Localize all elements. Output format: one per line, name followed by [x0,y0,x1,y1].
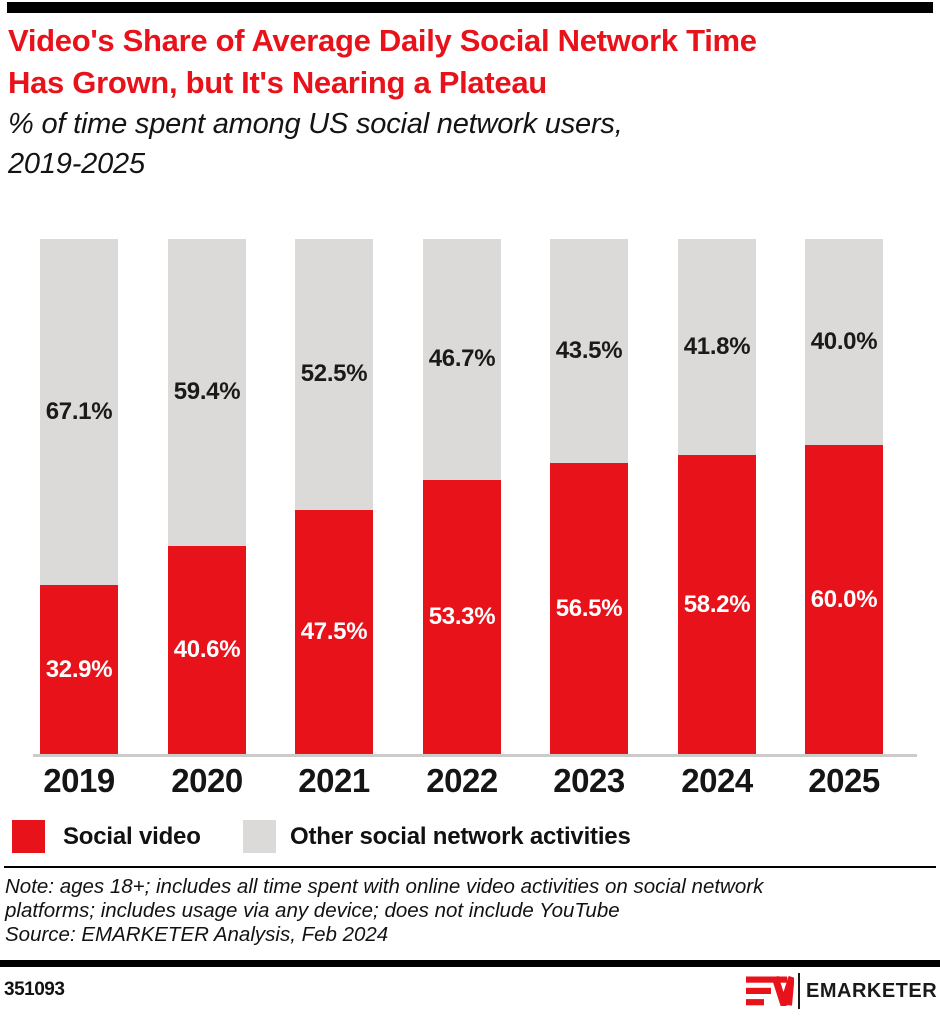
bar-value-label-social-video: 40.6% [173,636,241,664]
footer-divider [0,960,940,967]
source-text: Source: EMARKETER Analysis, Feb 2024 [5,923,389,946]
bar-value-label-other: 41.8% [683,332,751,360]
bar-segment-other-activities [805,239,883,446]
bar-value-label-other: 43.5% [555,337,623,365]
bar-segment-social-video [805,445,883,755]
x-axis-label: 2022 [426,762,498,799]
bar-segment-other-activities [423,239,501,480]
bar-value-label-social-video: 58.2% [683,590,751,618]
brand-wordmark: EMARKETER [806,980,938,1002]
bar-value-label-other: 46.7% [428,345,496,373]
bar-value-label-other: 40.0% [810,328,878,356]
bar-segment-other-activities [295,239,373,510]
page-subtitle: % of time spent among US social network … [8,108,623,180]
legend-swatch-other-activities [243,820,276,853]
bar-segment-social-video [40,585,118,755]
legend-label-social-video: Social video [63,823,201,850]
x-axis-label: 2025 [808,762,880,799]
bar-value-label-other: 52.5% [300,360,368,388]
x-axis-label: 2023 [553,762,625,799]
x-axis-label: 2019 [43,762,115,799]
page-title: Video's Share of Average Daily Social Ne… [8,23,757,100]
bar-segment-social-video [168,545,246,755]
notes-divider [4,866,936,868]
bar-segment-other-activities [40,239,118,586]
bar-segment-social-video [295,509,373,755]
bar-segment-social-video [678,454,756,755]
bar-segment-social-video [550,463,628,755]
bar-value-label-social-video: 60.0% [810,586,878,614]
emarketer-em-monogram-icon [746,976,794,1006]
bar-segment-other-activities [550,239,628,464]
bar-segment-other-activities [168,239,246,546]
bar-value-label-social-video: 32.9% [45,656,113,684]
legend-swatch-social-video [12,820,45,853]
bar-segment-social-video [423,479,501,755]
logo-divider [798,973,800,1009]
x-axis-label: 2021 [298,762,370,799]
x-axis-label: 2024 [681,762,753,799]
note-text: Note: ages 18+; includes all time spent … [5,875,764,922]
top-rule [7,2,933,13]
bar-value-label-social-video: 56.5% [555,595,623,623]
chart-id: 351093 [4,979,65,1000]
legend-label-other-activities: Other social network activities [290,823,631,850]
x-axis-label: 2020 [171,762,243,799]
bar-value-label-other: 67.1% [45,398,113,426]
bar-value-label-other: 59.4% [173,378,241,406]
bar-value-label-social-video: 47.5% [300,618,368,646]
bar-segment-other-activities [678,239,756,455]
x-axis-line [33,754,917,757]
bar-value-label-social-video: 53.3% [428,603,496,631]
footnote-block: Note: ages 18+; includes all time spent … [5,875,937,947]
